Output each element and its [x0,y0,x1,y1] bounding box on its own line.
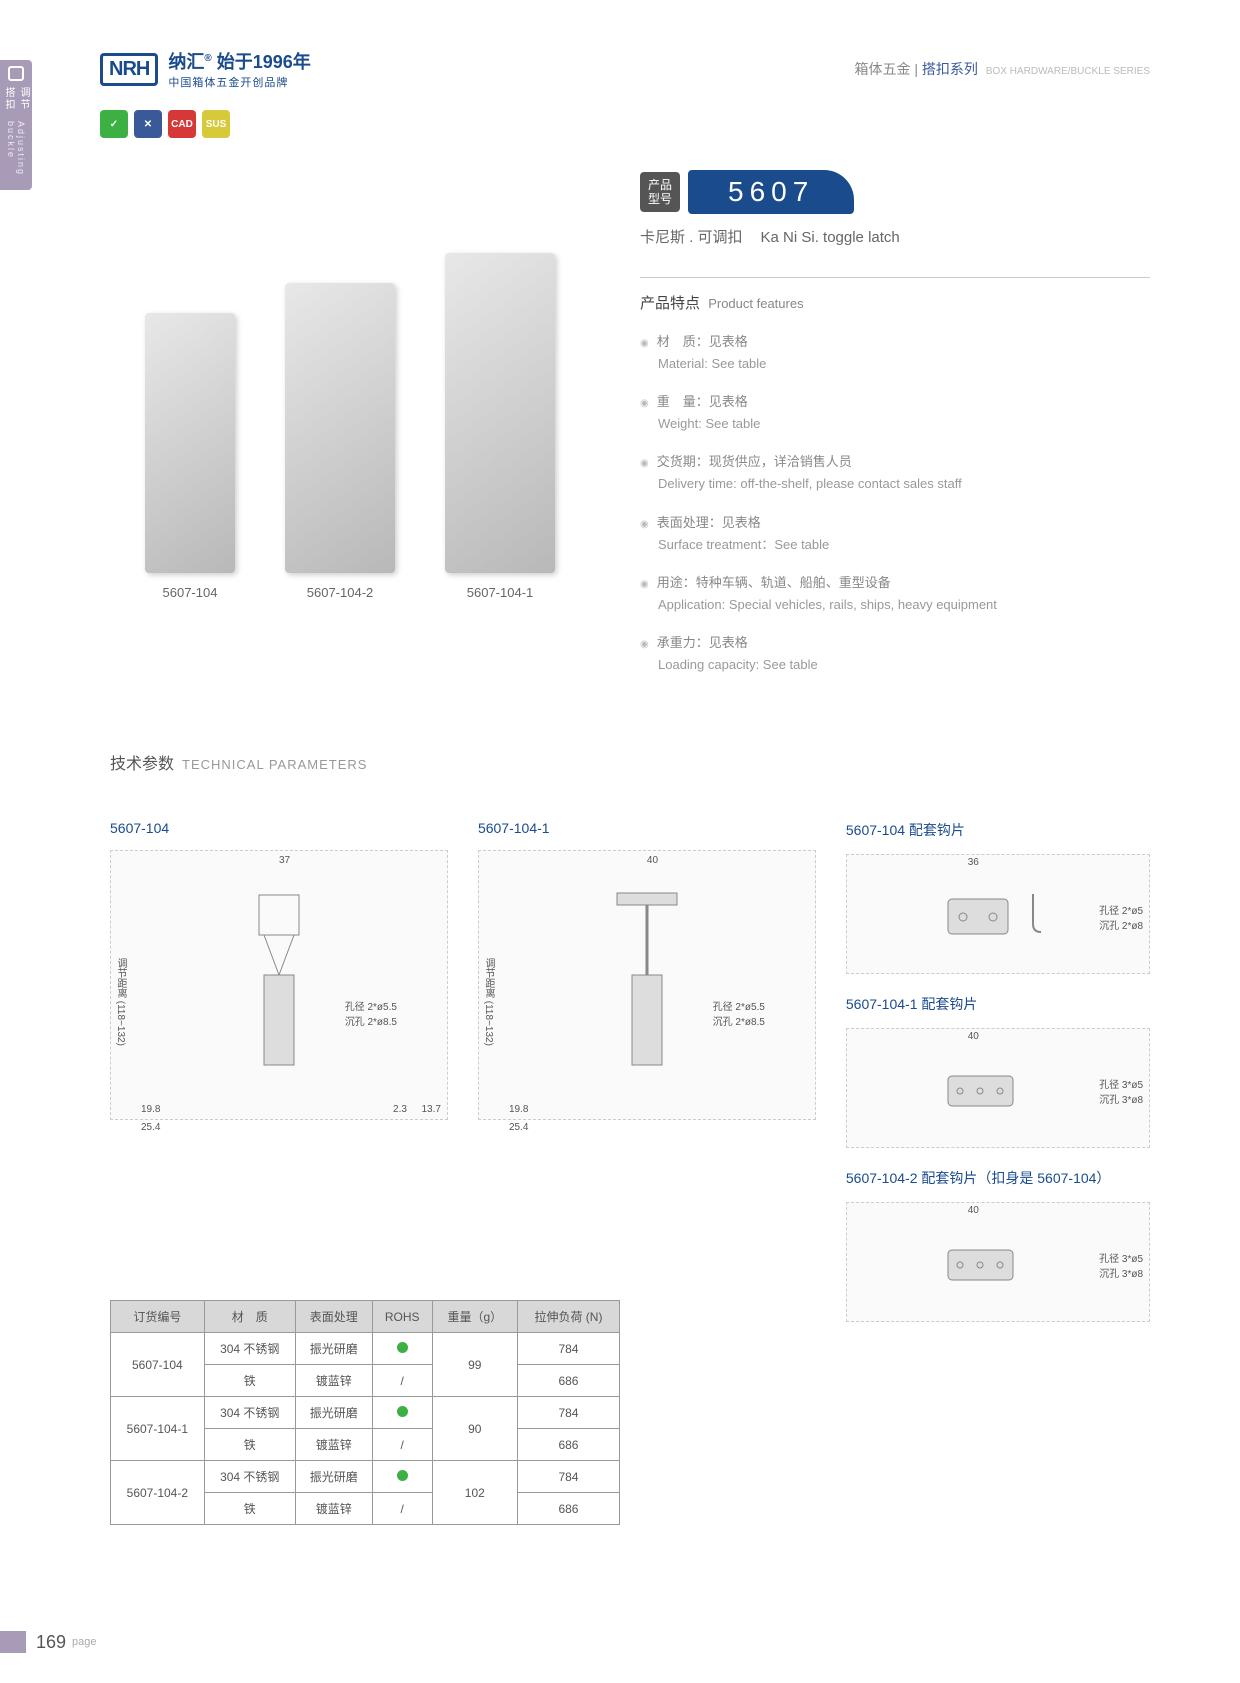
diagram-1-drawing: 37 调节距离 (118~132) 19.8 25.4 孔径 2*ø5.5沉孔 … [110,850,448,1120]
diagram-right-col: 5607-104 配套钩片 36 孔径 2*ø5沉孔 2*ø8 5607-104… [846,820,1150,1342]
brand-sup: ® [204,53,211,64]
product-photo-2: 5607-104-2 [285,283,395,600]
diagram-r2-title: 5607-104-1 配套钩片 [846,994,1150,1014]
brand-cn: 纳汇 [168,52,204,72]
spec-table: 订货编号材 质表面处理ROHS重量（g）拉伸负荷 (N)5607-104304 … [110,1300,620,1525]
diagram-r1-title: 5607-104 配套钩片 [846,820,1150,840]
diagram-r3-drawing: 40 孔径 3*ø5沉孔 3*ø8 [846,1202,1150,1322]
page-number: 169 [36,1632,66,1653]
model-tag: 产品型号 [640,172,680,213]
sidebar-icon [8,66,24,81]
logo-text: 纳汇® 始于1996年 中国箱体五金开创品牌 [168,48,310,90]
brand-tagline: 中国箱体五金开创品牌 [168,74,310,90]
diagram-1-title: 5607-104 [110,820,448,836]
diagram-1: 5607-104 37 调节距离 (118~132) 19.8 25.4 孔径 … [110,820,448,1342]
model-number: 5607 [688,170,854,214]
sidebar-label-cn: 调节搭扣 [1,87,31,121]
spec-table-grid: 订货编号材 质表面处理ROHS重量（g）拉伸负荷 (N)5607-104304 … [110,1300,620,1525]
series-en: BOX HARDWARE/BUCKLE SERIES [986,66,1150,77]
product-photo-1: 5607-104 [145,313,235,600]
sidebar-label-en: Adjusting buckle [6,121,26,190]
features-header: 产品特点 Product features [640,277,1150,313]
diagram-r3-title: 5607-104-2 配套钩片（扣身是 5607-104） [846,1168,1150,1188]
header: NRH 纳汇® 始于1996年 中国箱体五金开创品牌 箱体五金 | 搭扣系列BO… [100,48,1150,90]
tech-header: 技术参数TECHNICAL PARAMETERS [110,750,367,774]
product-label-3: 5607-104-1 [467,585,534,600]
diagrams: 5607-104 37 调节距离 (118~132) 19.8 25.4 孔径 … [110,820,1150,1342]
badge-cad: CAD [168,110,196,138]
badge-cert: ✓ [100,110,128,138]
page-bar [0,1631,26,1653]
features-list: 材 质：见表格Material: See table 重 量：见表格Weight:… [640,331,1150,676]
page-label: page [72,1636,96,1648]
page-footer: 169 page [0,1631,97,1653]
product-label-1: 5607-104 [163,585,218,600]
product-label-2: 5607-104-2 [307,585,374,600]
product-info: 产品型号 5607 卡尼斯 . 可调扣Ka Ni Si. toggle latc… [640,170,1150,692]
logo-mark: NRH [100,53,158,86]
diagram-r2-drawing: 40 孔径 3*ø5沉孔 3*ø8 [846,1028,1150,1148]
product-photo-3: 5607-104-1 [445,253,555,600]
brand-since: 始于1996年 [217,52,311,72]
subtitle: 卡尼斯 . 可调扣Ka Ni Si. toggle latch [640,226,1150,247]
feature-item: 重 量：见表格Weight: See table [640,391,1150,435]
feature-item: 交货期：现货供应，详洽销售人员Delivery time: off-the-sh… [640,451,1150,495]
series-cn: 搭扣系列 [922,61,978,77]
feature-item: 承重力：见表格Loading capacity: See table [640,632,1150,676]
diagram-2-drawing: 40 调节距离 (118~132) 19.8 25.4 孔径 2*ø5.5沉孔 … [478,850,816,1120]
diagram-2: 5607-104-1 40 调节距离 (118~132) 19.8 25.4 孔… [478,820,816,1342]
badge-sus: SUS [202,110,230,138]
feature-item: 用途：特种车辆、轨道、船舶、重型设备Application: Special v… [640,572,1150,616]
feature-item: 材 质：见表格Material: See table [640,331,1150,375]
feature-item: 表面处理：见表格Surface treatment：See table [640,512,1150,556]
diagram-2-title: 5607-104-1 [478,820,816,836]
header-right: 箱体五金 | 搭扣系列BOX HARDWARE/BUCKLE SERIES [854,59,1150,79]
badges: ✓ ✕ CAD SUS [100,110,230,138]
category-cn: 箱体五金 [854,61,910,77]
sidebar-tab: 调节搭扣 Adjusting buckle [0,60,32,190]
badge-tools: ✕ [134,110,162,138]
diagram-r1-drawing: 36 孔径 2*ø5沉孔 2*ø8 [846,854,1150,974]
model-row: 产品型号 5607 [640,170,1150,214]
logo-area: NRH 纳汇® 始于1996年 中国箱体五金开创品牌 [100,48,311,90]
product-images: 5607-104 5607-104-2 5607-104-1 [120,180,580,600]
